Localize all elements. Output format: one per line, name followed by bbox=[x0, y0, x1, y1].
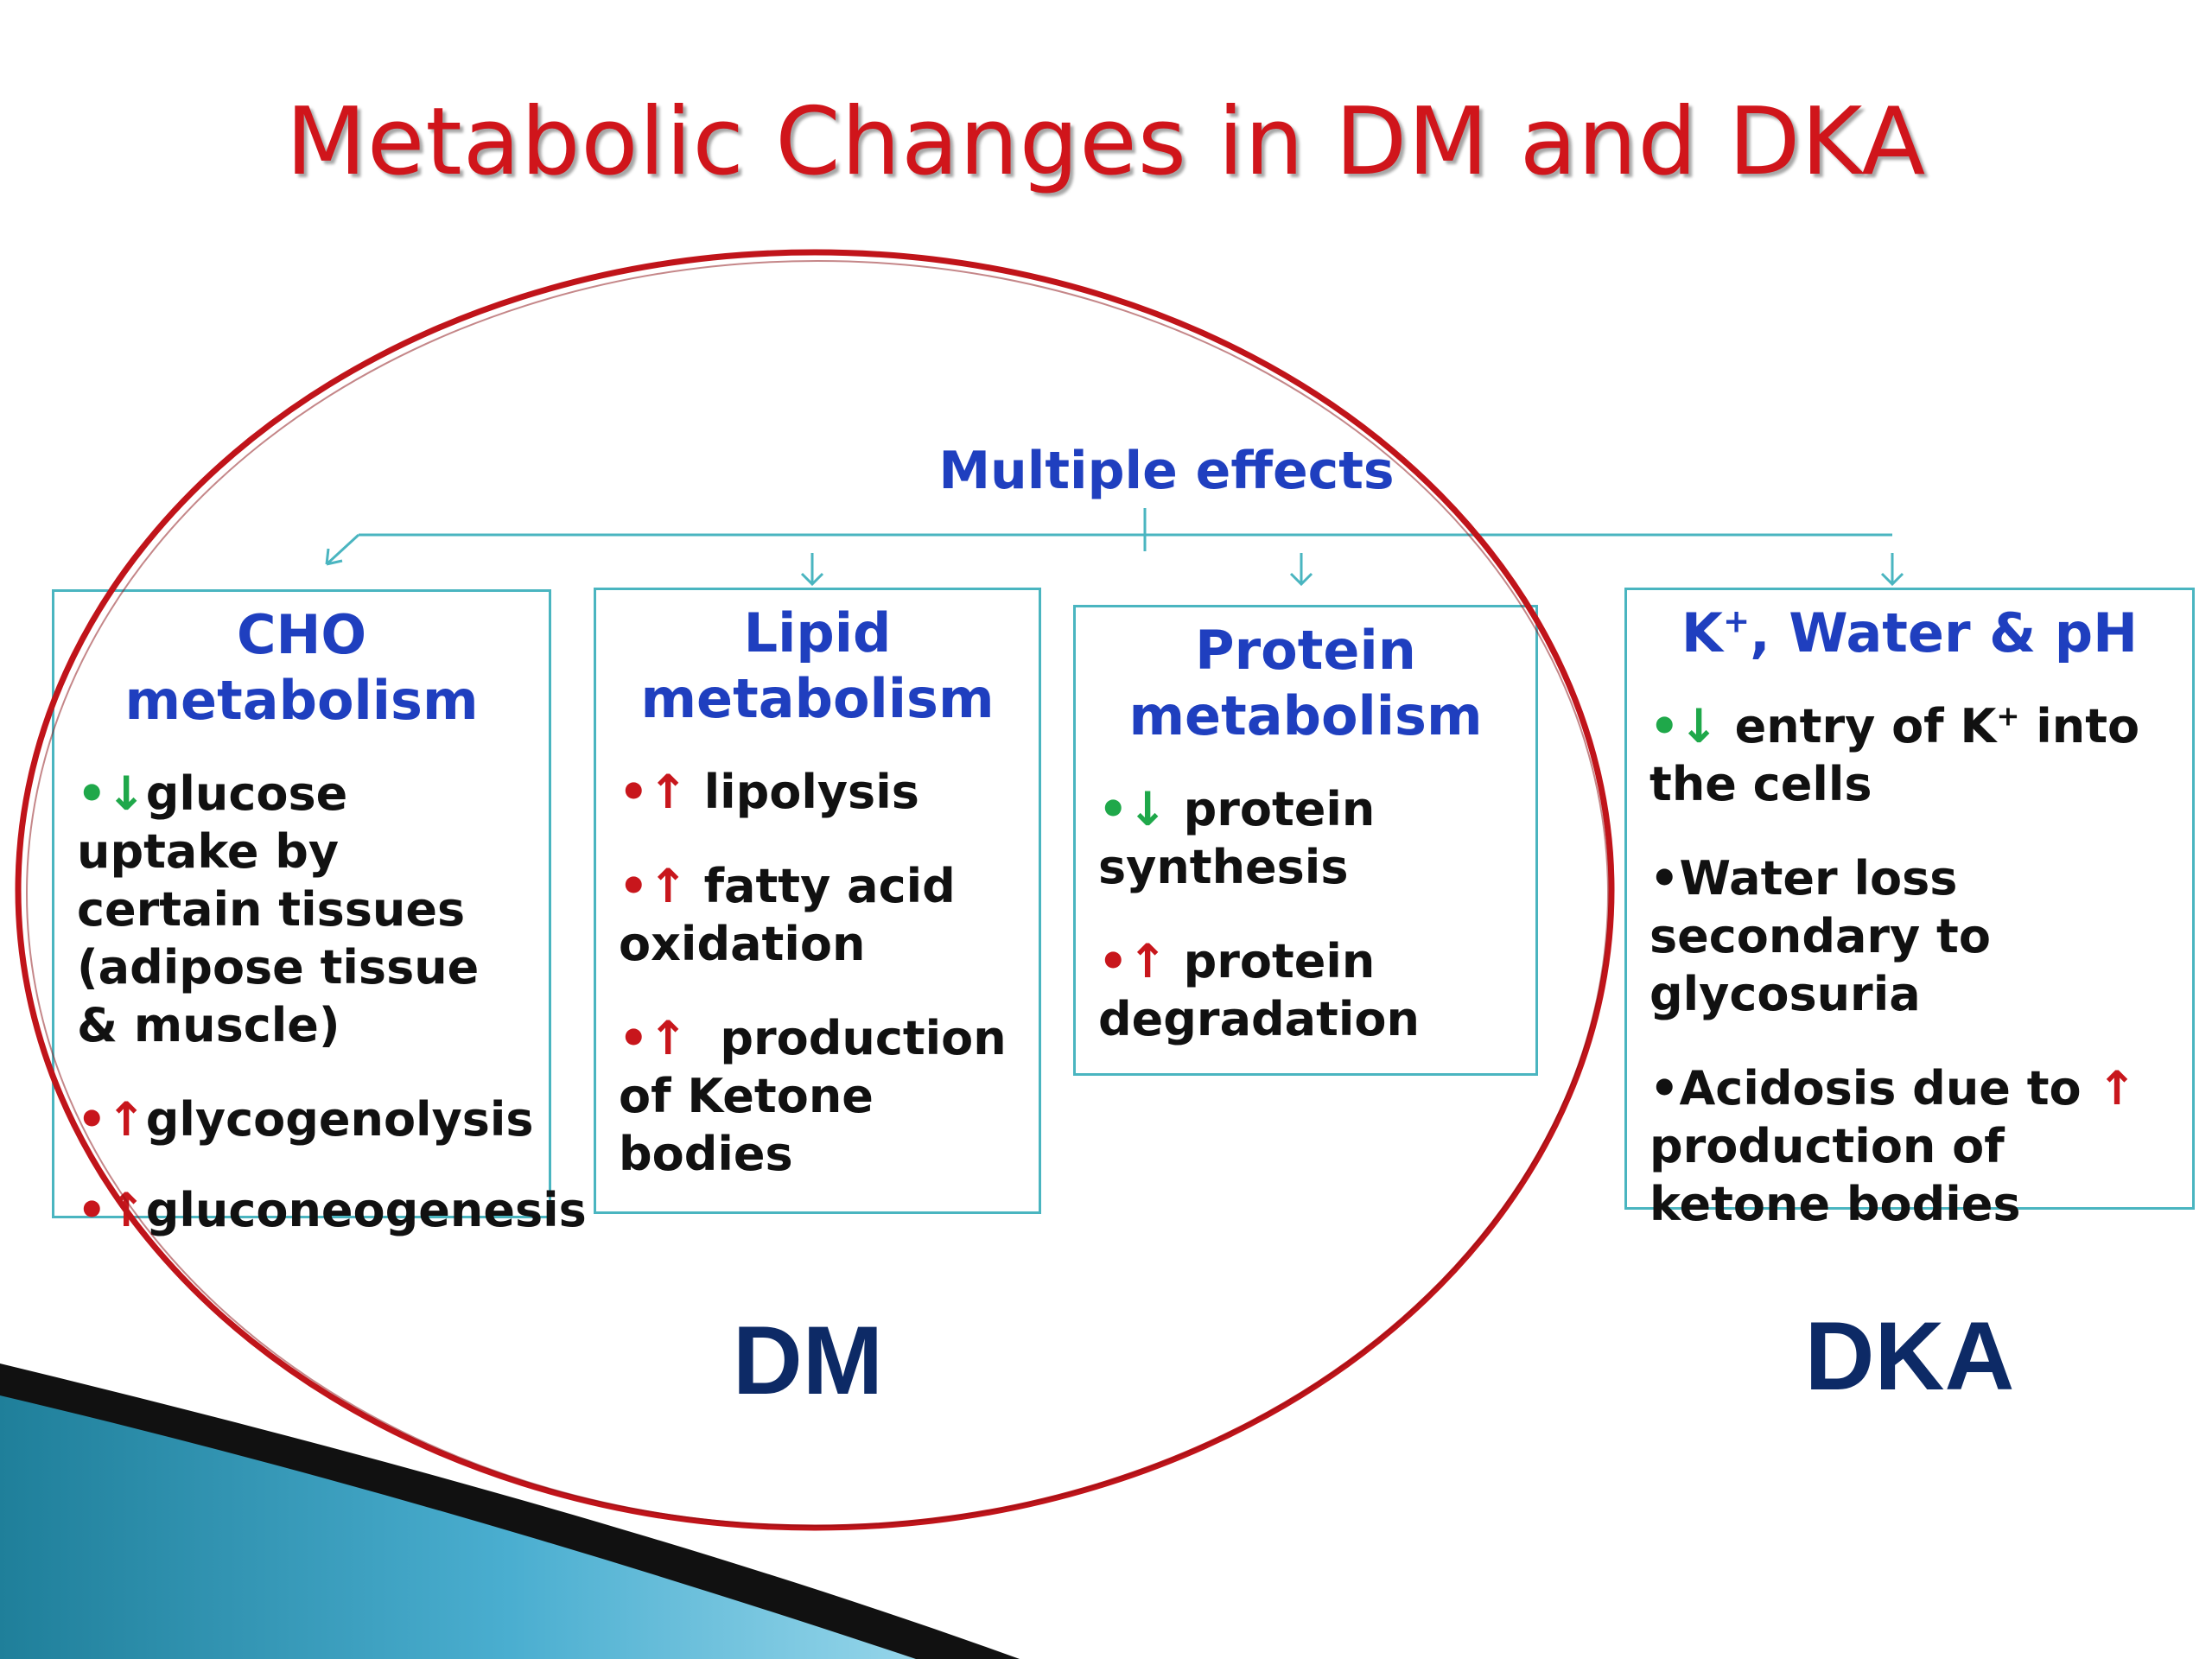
heading-line: CHO bbox=[236, 603, 367, 666]
heading-line: metabolism bbox=[640, 667, 995, 730]
bullet: • bbox=[1649, 1061, 1680, 1116]
potassium-water-ph-box: K+, Water & pH •↓ entry of K+ into the c… bbox=[1624, 588, 2195, 1231]
increase-arrow-icon: •↑ bbox=[619, 1011, 688, 1065]
dm-group-label: DM bbox=[732, 1306, 884, 1414]
increase-arrow-icon: •↑ bbox=[619, 765, 688, 819]
item-text: protein degradation bbox=[1098, 934, 1420, 1046]
heading-line: Protein bbox=[1195, 619, 1416, 682]
list-item: •Acidosis due to ↑ production of ketone … bbox=[1649, 1059, 2170, 1233]
lipid-effects-list: •↑ lipolysis •↑ fatty acid oxidation •↑ … bbox=[596, 763, 1039, 1183]
list-item: •↑ lipolysis bbox=[619, 763, 1016, 821]
item-text: glycogenolysis bbox=[145, 1092, 534, 1147]
decrease-arrow-icon: •↓ bbox=[1649, 699, 1719, 753]
item-text: lipolysis bbox=[687, 765, 919, 819]
heading-text: K bbox=[1681, 601, 1723, 664]
cho-metabolism-heading: CHO metabolism bbox=[54, 602, 549, 734]
decrease-arrow-icon: •↓ bbox=[77, 766, 146, 821]
increase-arrow-icon: •↑ bbox=[619, 859, 688, 913]
heading-line: Lipid bbox=[743, 601, 892, 664]
heading-line: metabolism bbox=[124, 669, 479, 732]
item-superscript: + bbox=[1996, 699, 2020, 733]
dka-group-label: DKA bbox=[1804, 1302, 2015, 1410]
list-item: •↓glucose uptake by certain tissues (adi… bbox=[77, 765, 526, 1054]
item-text: glucose uptake by certain tissues (adipo… bbox=[77, 766, 480, 1052]
decrease-arrow-icon: •↓ bbox=[1098, 782, 1167, 836]
item-text: entry of K bbox=[1718, 699, 1997, 753]
protein-metabolism-box: Protein metabolism •↓ protein synthesis … bbox=[1073, 605, 1538, 1076]
list-item: •↑ protein degradation bbox=[1098, 932, 1513, 1048]
cho-effects-list: •↓glucose uptake by certain tissues (adi… bbox=[54, 765, 587, 1239]
list-item: •↑glycogenolysis bbox=[77, 1090, 534, 1148]
item-text: Water loss secondary to glycosuria bbox=[1649, 851, 1991, 1021]
list-item: •↑ fatty acid oxidation bbox=[619, 857, 1016, 973]
item-text: gluconeogenesis bbox=[145, 1183, 587, 1237]
heading-line: metabolism bbox=[1128, 684, 1483, 747]
potassium-water-ph-heading: K+, Water & pH bbox=[1627, 601, 2192, 666]
increase-arrow-icon: •↑ bbox=[1098, 934, 1167, 988]
item-text: Acidosis due to bbox=[1679, 1061, 2098, 1116]
root-node-multiple-effects: Multiple effects bbox=[938, 441, 1395, 501]
dka-effects-list: •↓ entry of K+ into the cells •Water los… bbox=[1627, 697, 2192, 1233]
bullet: • bbox=[1649, 851, 1680, 906]
item-text: into the cells bbox=[1649, 699, 2140, 811]
cho-metabolism-box: CHO metabolism •↓glucose uptake by certa… bbox=[52, 589, 587, 1237]
list-item: •↓ entry of K+ into the cells bbox=[1649, 697, 2170, 813]
item-text: production of Ketone bodies bbox=[619, 1011, 1023, 1181]
heading-text: , Water & pH bbox=[1750, 601, 2139, 664]
heading-superscript: + bbox=[1722, 601, 1751, 640]
increase-arrow-icon: ↑ bbox=[2097, 1061, 2137, 1116]
item-text: production of ketone bodies bbox=[1649, 1119, 2021, 1231]
list-item: •↓ protein synthesis bbox=[1098, 780, 1513, 896]
protein-effects-list: •↓ protein synthesis •↑ protein degradat… bbox=[1076, 780, 1535, 1048]
protein-metabolism-heading: Protein metabolism bbox=[1076, 618, 1535, 749]
lipid-metabolism-heading: Lipid metabolism bbox=[596, 601, 1039, 732]
list-item: •Water loss secondary to glycosuria bbox=[1649, 849, 2170, 1023]
lipid-metabolism-box: Lipid metabolism •↑ lipolysis •↑ fatty a… bbox=[594, 588, 1041, 1214]
item-text: protein synthesis bbox=[1098, 782, 1376, 894]
item-text: fatty acid oxidation bbox=[619, 859, 956, 971]
list-item: •↑gluconeogenesis bbox=[77, 1181, 587, 1239]
list-item: •↑ production of Ketone bodies bbox=[619, 1009, 1016, 1183]
slide-title: Metabolic Changes in DM and DKA bbox=[285, 88, 1927, 196]
